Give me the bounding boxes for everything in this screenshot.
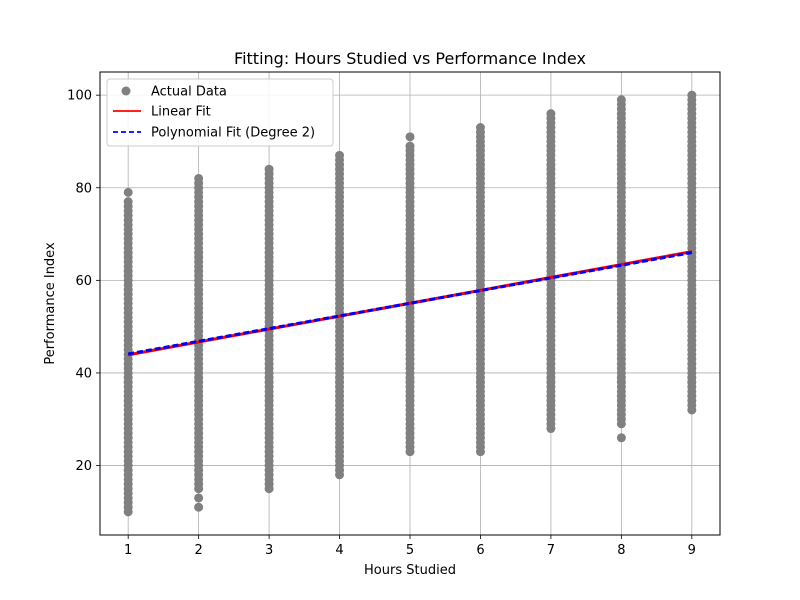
data-point — [335, 150, 345, 160]
data-point — [405, 141, 415, 151]
data-point — [475, 123, 485, 133]
polynomial-fit-line — [127, 251, 693, 356]
data-point — [194, 493, 204, 503]
y-tick-label: 60 — [75, 274, 92, 289]
y-axis-title: Performance Index — [43, 242, 58, 365]
axis-ticks: 1 2 3 4 5 6 7 8 9 20 40 60 80 100 — [67, 89, 696, 558]
x-tick-label: 2 — [194, 543, 202, 558]
x-tick-label: 9 — [688, 543, 696, 558]
x-tick-label: 4 — [335, 543, 343, 558]
x-tick-label: 7 — [547, 543, 555, 558]
legend-label-actual: Actual Data — [151, 85, 227, 100]
legend-label-linear: Linear Fit — [151, 105, 211, 120]
legend-label-poly: Polynomial Fit (Degree 2) — [151, 126, 315, 141]
plot-data — [123, 90, 697, 517]
legend: Actual Data Linear Fit Polynomial Fit (Deg… — [106, 78, 334, 147]
legend-box — [106, 78, 334, 147]
data-point — [264, 164, 274, 174]
x-tick-label: 1 — [124, 543, 132, 558]
data-point — [123, 187, 133, 197]
y-tick-label: 100 — [67, 89, 92, 104]
x-axis-title: Hours Studied — [364, 563, 456, 578]
y-tick-label: 40 — [75, 366, 92, 381]
data-point — [616, 433, 626, 443]
x-tick-label: 6 — [476, 543, 484, 558]
data-point — [194, 173, 204, 183]
data-point — [194, 502, 204, 512]
y-tick-label: 20 — [75, 459, 92, 474]
legend-marker-actual — [121, 86, 131, 96]
data-point — [687, 90, 697, 100]
x-tick-label: 3 — [265, 543, 273, 558]
data-point — [123, 197, 133, 207]
data-point — [546, 109, 556, 119]
data-point — [405, 132, 415, 142]
y-tick-label: 80 — [75, 181, 92, 196]
x-tick-label: 5 — [406, 543, 414, 558]
x-tick-label: 8 — [617, 543, 625, 558]
chart-title: Fitting: Hours Studied vs Performance In… — [234, 49, 586, 68]
data-point — [616, 95, 626, 105]
